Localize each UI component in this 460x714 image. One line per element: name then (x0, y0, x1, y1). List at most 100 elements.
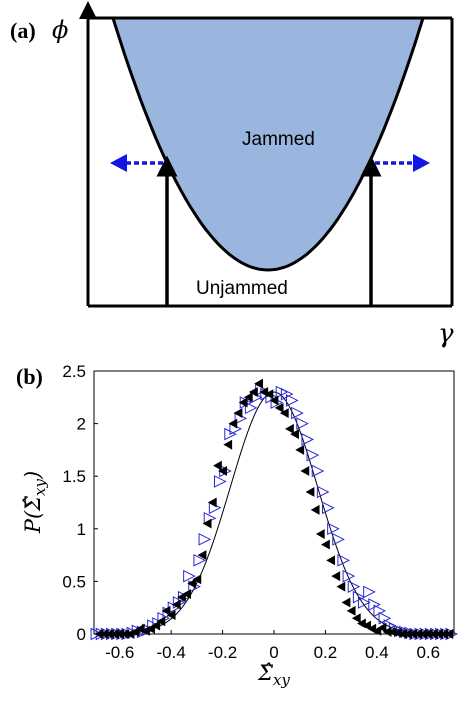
y-tick-label: 0.5 (62, 572, 86, 591)
open-right-triangle-point (244, 401, 258, 415)
filled-left-triangle-point (171, 599, 181, 610)
filled-left-triangle-point (439, 629, 449, 639)
filled-left-triangle-point (249, 387, 258, 397)
y-axis-label: P(Σ̂xy) (21, 471, 49, 534)
open-right-triangle-point (296, 417, 309, 430)
open-right-triangle-point (311, 464, 325, 478)
filled-left-triangle-point (326, 555, 335, 566)
filled-left-triangle-point (254, 378, 263, 389)
filled-left-triangle-point (156, 616, 166, 627)
gamma-axis-label: γ (438, 319, 454, 349)
phi-axis-label: ϕ (52, 16, 68, 44)
y-tick-label: 1 (77, 520, 86, 539)
filled-left-triangle-point (387, 626, 397, 637)
filled-left-triangle-point (403, 629, 413, 639)
open-right-triangle-point (291, 406, 304, 420)
filled-left-triangle-point (393, 627, 402, 638)
x-tick-label: 0.6 (416, 643, 440, 662)
filled-left-triangle-point (151, 620, 161, 631)
open-right-triangle-point (327, 522, 340, 536)
filled-left-triangle-point (202, 518, 212, 529)
filled-left-triangle-point (336, 581, 346, 592)
filled-left-triangle-point (197, 550, 207, 561)
filled-left-triangle-point (408, 629, 418, 639)
filled-left-triangle-point (110, 629, 119, 639)
svg-text:Σ̂xy: Σ̂xy (257, 661, 290, 689)
y-tick-label: 1.5 (62, 467, 86, 486)
filled-left-triangle-point (423, 629, 433, 639)
filled-left-triangle-point (305, 487, 315, 497)
open-right-triangle-point (342, 569, 356, 583)
y-tick-label: 0 (77, 625, 86, 644)
filled-left-triangle-point (269, 395, 279, 406)
filled-left-triangle-point (223, 439, 233, 450)
filled-left-triangle-point (115, 629, 125, 639)
open-right-triangle-point (198, 533, 212, 546)
x-ticks: -0.6 -0.4 -0.2 0 0.2 0.4 0.6 (105, 630, 440, 662)
filled-left-triangle-point (382, 626, 392, 637)
x-tick-label: 0.4 (365, 643, 389, 662)
filled-left-triangle-point (233, 408, 243, 419)
open-right-triangle-point (337, 554, 351, 567)
filled-left-triangle-point (192, 574, 202, 585)
open-right-triangle-point (301, 433, 315, 446)
filled-left-triangle-point (218, 465, 227, 476)
open-right-triangle-point (316, 485, 330, 499)
filled-left-triangle-point (213, 460, 222, 471)
filled-left-triangle-point (398, 629, 407, 639)
x-tick-label: -0.2 (208, 643, 237, 662)
filled-left-triangle-point (310, 504, 320, 515)
filled-left-triangle-point (351, 613, 361, 624)
panel-b: (b) 00.511.522.5 -0.6 -0.4 -0.2 0 0.2 0.4 0.6 … (16, 362, 459, 689)
filled-left-triangle-point (120, 629, 130, 639)
left-dashed-arrowhead (110, 154, 127, 172)
filled-triangle-series (94, 378, 454, 639)
filled-left-triangle-point (295, 444, 305, 455)
filled-left-triangle-point (290, 429, 299, 440)
open-right-triangle-point (214, 475, 227, 488)
open-right-triangle-point (358, 596, 371, 609)
open-right-triangle-point (183, 569, 196, 583)
open-right-triangle-point (193, 554, 207, 567)
x-tick-label: 0.2 (314, 643, 338, 662)
x-tick-label: -0.4 (156, 643, 185, 662)
filled-left-triangle-point (377, 622, 387, 633)
filled-left-triangle-point (187, 578, 197, 589)
filled-left-triangle-point (285, 423, 294, 434)
open-right-triangle-point (286, 394, 299, 407)
right-dashed-arrowhead (413, 154, 430, 172)
jammed-label: Jammed (242, 129, 315, 150)
filled-left-triangle-point (429, 629, 438, 639)
filled-left-triangle-point (315, 529, 325, 540)
svg-text:P(Σ̂xy): P(Σ̂xy) (21, 471, 49, 534)
panel-b-letter: (b) (16, 364, 43, 389)
filled-left-triangle-point (274, 402, 284, 413)
filled-left-triangle-point (105, 629, 114, 639)
filled-left-triangle-point (346, 605, 356, 616)
open-triangle-series (90, 383, 459, 641)
filled-left-triangle-point (243, 392, 253, 403)
filled-left-triangle-point (166, 610, 176, 621)
open-right-triangle-point (363, 585, 376, 599)
panel-a: (a) ϕ Jammed Unjammed γ (10, 1, 454, 349)
filled-left-triangle-point (434, 629, 443, 639)
filled-left-triangle-point (264, 389, 274, 400)
plot-frame (93, 370, 455, 635)
filled-left-triangle-point (207, 497, 217, 508)
filled-left-triangle-point (99, 629, 109, 639)
gaussian-fit-curve (94, 391, 454, 635)
open-right-triangle-point (306, 448, 320, 462)
filled-left-triangle-point (331, 571, 341, 582)
filled-left-triangle-point (228, 418, 238, 429)
filled-left-triangle-point (94, 629, 104, 639)
x-tick-label: -0.6 (105, 643, 134, 662)
filled-left-triangle-point (238, 397, 248, 408)
filled-left-triangle-point (279, 408, 289, 419)
filled-left-triangle-point (300, 465, 310, 476)
filled-left-triangle-point (161, 605, 171, 616)
filled-left-triangle-point (444, 629, 454, 639)
open-right-triangle-point (322, 501, 335, 515)
panel-a-letter: (a) (10, 18, 36, 43)
unjammed-label: Unjammed (196, 278, 288, 299)
